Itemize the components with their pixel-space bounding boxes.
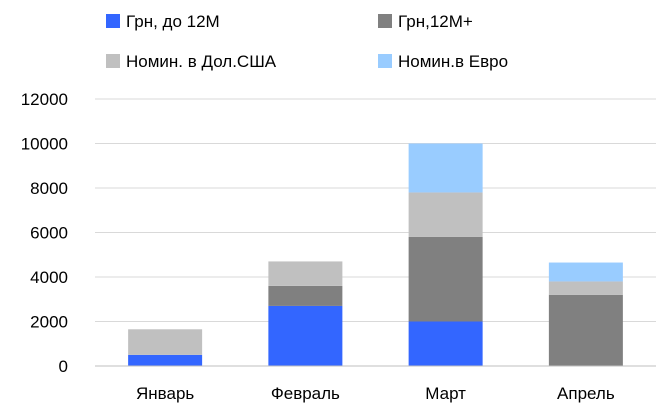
y-tick-label: 6000 [30, 224, 68, 243]
x-tick-label: Апрель [557, 384, 615, 403]
y-tick-label: 2000 [30, 313, 68, 332]
y-axis-tick-labels: 0 2000 4000 6000 8000 10000 12000 [21, 90, 68, 376]
bar-segment [548, 281, 623, 295]
x-axis-tick-labels: Январь Февраль Март Апрель [136, 384, 615, 403]
bar-segment [268, 285, 343, 306]
bar-segment [128, 354, 203, 366]
bar-segment [268, 305, 343, 366]
bar-segment [408, 192, 483, 237]
bar-segment [268, 261, 343, 286]
y-tick-label: 0 [59, 357, 68, 376]
legend-label: Грн, до 12М [126, 12, 220, 31]
y-tick-label: 4000 [30, 268, 68, 287]
x-tick-label: Февраль [271, 384, 340, 403]
bar-segment [128, 329, 203, 355]
legend-swatch [378, 14, 392, 28]
x-tick-label: Январь [136, 384, 194, 403]
bar-segment [548, 294, 623, 366]
legend-label: Грн,12М+ [398, 12, 473, 31]
legend-label: Номин.в Евро [398, 52, 508, 71]
bar-segment [408, 236, 483, 322]
x-tick-label: Март [425, 384, 466, 403]
bar-segment [408, 143, 483, 193]
bars [128, 143, 623, 366]
bar-segment [408, 321, 483, 366]
legend-label: Номин. в Дол.США [126, 52, 277, 71]
y-tick-label: 8000 [30, 179, 68, 198]
legend-swatch [106, 54, 120, 68]
bar-segment [548, 262, 623, 282]
legend: Грн, до 12М Грн,12М+ Номин. в Дол.США Номин… [106, 12, 508, 71]
y-tick-label: 12000 [21, 90, 68, 109]
y-tick-label: 10000 [21, 135, 68, 154]
legend-swatch [378, 54, 392, 68]
legend-swatch [106, 14, 120, 28]
